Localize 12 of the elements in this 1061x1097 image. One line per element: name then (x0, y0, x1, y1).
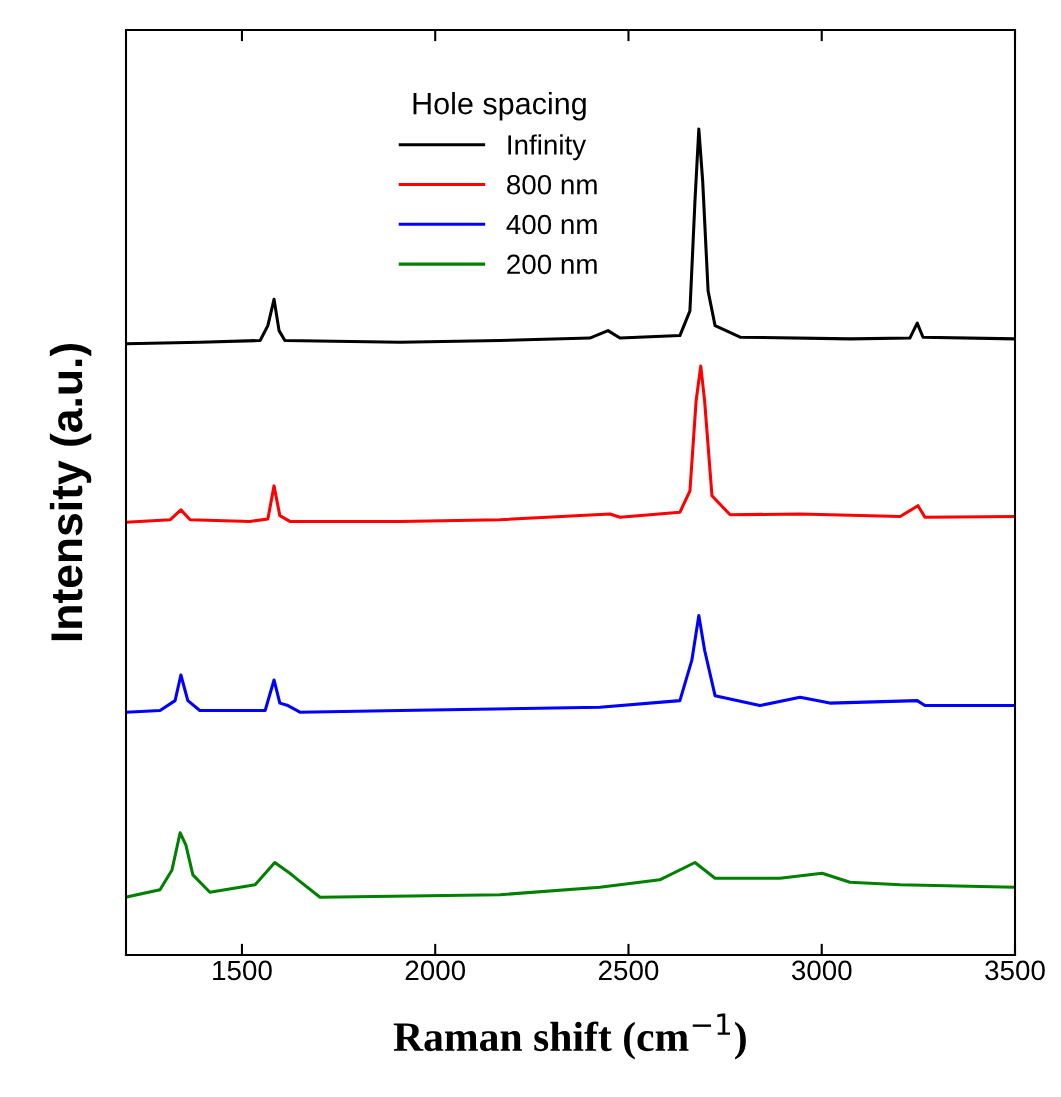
x-tick-label: 1500 (213, 960, 272, 981)
legend-label: 200 nm (507, 254, 597, 275)
legend-title: Hole spacing (413, 92, 586, 121)
legend-label: 800 nm (507, 174, 597, 195)
legend-label: 400 nm (506, 214, 597, 235)
legend-label: Infinity (508, 134, 587, 161)
x-axis-title: Raman shift (cm$^{−1}$) (393, 1013, 746, 1060)
x-tick-label: 3500 (985, 960, 1045, 981)
x-tick-label: 2500 (598, 960, 659, 981)
y-axis-title: Intensity (a.u.) (49, 344, 92, 641)
x-tick-label: 3000 (791, 960, 852, 981)
x-tick-label: 2000 (405, 960, 466, 981)
